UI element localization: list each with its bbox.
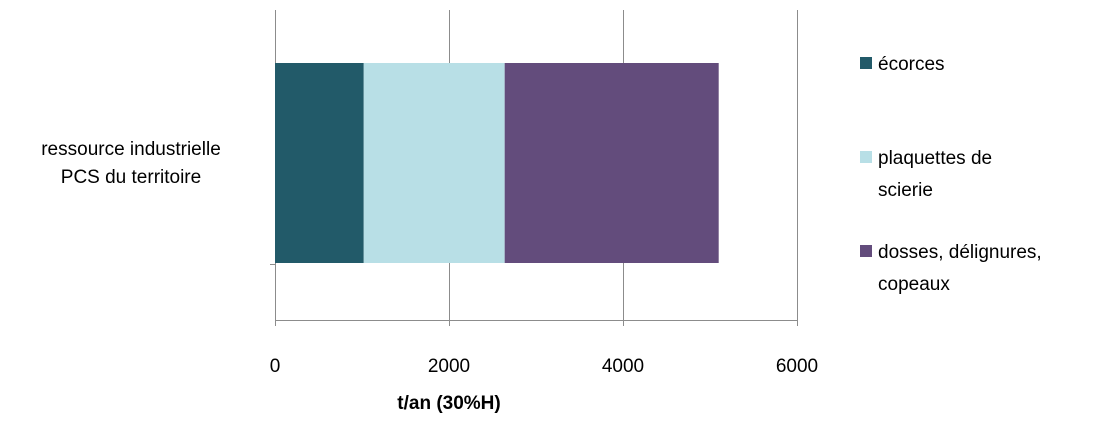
x-tick-label-2000: 2000 xyxy=(428,356,470,377)
category-labels: ressource industrielle PCS du territoire xyxy=(41,139,221,188)
category-label: ressource industrielle PCS du territoire xyxy=(41,139,221,188)
legend-swatch-2 xyxy=(860,151,872,163)
bar-segment-2 xyxy=(363,63,505,263)
legend-item-2: plaquettes de scierie xyxy=(860,148,992,201)
bar-segment-3 xyxy=(504,63,719,263)
axes: 0 2000 4000 6000 xyxy=(270,264,818,377)
x-tick-label-6000: 6000 xyxy=(776,356,818,377)
legend-label-1: écorces xyxy=(878,54,945,75)
legend: écorces plaquettes de scierie dosses, délig… xyxy=(860,54,1042,295)
legend-item-1: écorces xyxy=(860,54,945,75)
bars xyxy=(275,63,719,263)
legend-item-3: dosses, délignures, copeaux xyxy=(860,242,1042,295)
legend-swatch-1 xyxy=(860,57,872,69)
x-tick-label-4000: 4000 xyxy=(602,356,644,377)
legend-label-2: plaquettes de scierie xyxy=(878,148,992,201)
legend-label-3: dosses, délignures, copeaux xyxy=(878,242,1042,295)
x-tick-label-0: 0 xyxy=(270,356,281,377)
bar-segment-1 xyxy=(275,63,364,263)
x-axis-title: t/an (30%H) xyxy=(397,393,500,414)
legend-swatch-3 xyxy=(860,245,872,257)
